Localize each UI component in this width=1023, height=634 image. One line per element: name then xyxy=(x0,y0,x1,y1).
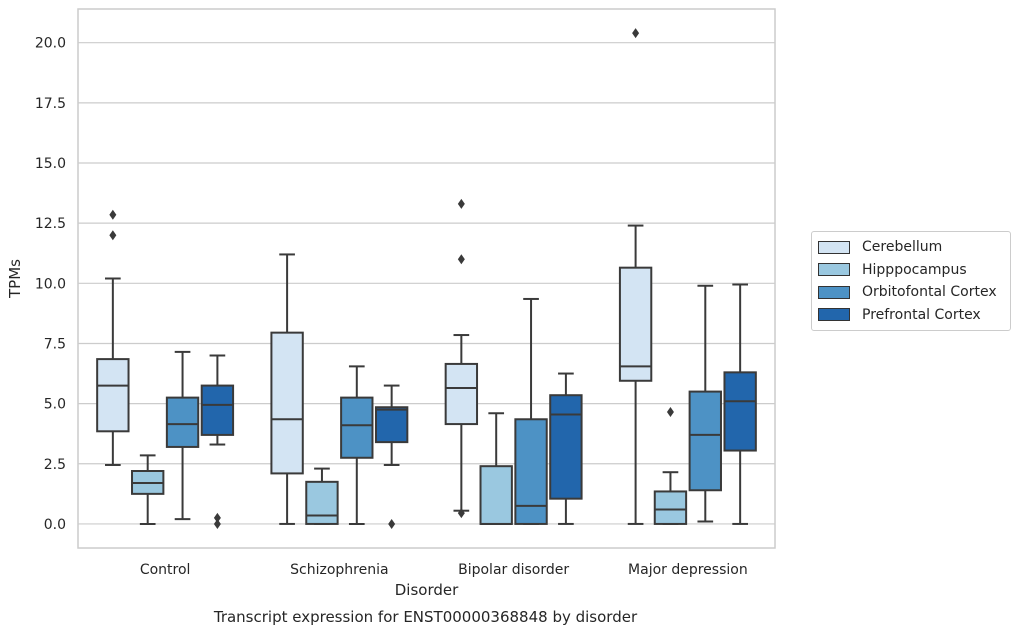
box-hipppocampus-major-depression xyxy=(653,407,688,525)
box-prefrontal-cortex-control xyxy=(200,354,235,529)
box-body xyxy=(618,266,653,382)
x-tick-label: Schizophrenia xyxy=(290,562,388,578)
y-tick-label: 12.5 xyxy=(35,216,66,232)
y-axis-ticks: 0.0 2.5 5.0 7.5 10.0 12.5 15.0 17.5 20.0 xyxy=(35,36,66,533)
legend-swatch-prefrontal-cortex xyxy=(818,308,850,322)
box-body xyxy=(549,394,583,500)
box-cerebellum-bipolar-disorder xyxy=(444,198,479,519)
legend-item-hippocampus: Hipppocampus xyxy=(818,259,1004,282)
box-cerebellum-schizophrenia xyxy=(270,253,304,525)
legend: Cerebellum Hipppocampus Orbitofontal Cor… xyxy=(811,231,1011,331)
box-hipppocampus-schizophrenia xyxy=(305,467,339,525)
outlier-point xyxy=(109,209,117,220)
box-hipppocampus-bipolar-disorder xyxy=(479,412,513,525)
legend-item-cerebellum: Cerebellum xyxy=(818,236,1004,259)
legend-swatch-hippocampus xyxy=(818,263,850,277)
x-axis-label: Disorder xyxy=(395,581,459,599)
box-prefrontal-cortex-schizophrenia xyxy=(374,384,409,529)
box-hipppocampus-control xyxy=(131,454,165,525)
outlier-point xyxy=(213,518,221,529)
legend-label-prefrontal-cortex: Prefrontal Cortex xyxy=(862,306,981,323)
box-body xyxy=(723,371,757,452)
box-cerebellum-control xyxy=(96,209,130,466)
outlier-point xyxy=(109,230,117,241)
y-axis-label: TPMs xyxy=(6,259,24,299)
box-body xyxy=(444,362,479,426)
box-prefrontal-cortex-bipolar-disorder xyxy=(549,372,583,525)
box-orbitofontal-cortex-major-depression xyxy=(688,284,722,523)
box-body xyxy=(270,331,304,475)
box-body xyxy=(514,418,548,525)
box-body xyxy=(479,465,513,525)
y-tick-label: 20.0 xyxy=(35,36,66,52)
legend-label-cerebellum: Cerebellum xyxy=(862,239,943,256)
box-orbitofontal-cortex-schizophrenia xyxy=(340,365,374,525)
outlier-point xyxy=(666,407,674,418)
box-cerebellum-major-depression xyxy=(618,28,653,525)
outlier-point xyxy=(457,254,465,265)
legend-swatch-cerebellum xyxy=(818,240,850,254)
x-tick-label: Major depression xyxy=(628,562,748,578)
x-tick-label: Control xyxy=(140,562,191,578)
outlier-point xyxy=(632,28,640,39)
chart-title: Transcript expression for ENST0000036884… xyxy=(213,608,638,626)
y-tick-label: 0.0 xyxy=(44,517,66,533)
box-body xyxy=(688,390,722,492)
outlier-point xyxy=(213,512,221,523)
legend-label-orbitofrontal-cortex: Orbitofontal Cortex xyxy=(862,284,997,301)
boxes xyxy=(96,28,757,529)
y-tick-label: 15.0 xyxy=(35,156,66,172)
box-orbitofontal-cortex-bipolar-disorder xyxy=(514,297,548,525)
box-prefrontal-cortex-major-depression xyxy=(723,283,757,525)
legend-item-orbitofrontal-cortex: Orbitofontal Cortex xyxy=(818,281,1004,304)
box-body xyxy=(374,406,409,444)
outlier-point xyxy=(388,518,396,529)
legend-swatch-orbitofrontal-cortex xyxy=(818,285,850,299)
y-tick-label: 5.0 xyxy=(44,397,66,413)
box-body xyxy=(200,384,235,436)
outlier-point xyxy=(457,508,465,519)
y-tick-label: 7.5 xyxy=(44,336,66,352)
plot-area-frame xyxy=(77,8,776,549)
x-tick-label: Bipolar disorder xyxy=(458,562,569,578)
y-tick-label: 10.0 xyxy=(35,276,66,292)
legend-label-hippocampus: Hipppocampus xyxy=(862,261,967,278)
legend-item-prefrontal-cortex: Prefrontal Cortex xyxy=(818,304,1004,327)
outlier-point xyxy=(457,198,465,209)
box-body xyxy=(653,490,688,525)
box-body xyxy=(96,358,130,433)
box-body xyxy=(165,396,200,448)
x-axis-ticks: Control Schizophrenia Bipolar disorder Majo… xyxy=(140,562,748,578)
box-body xyxy=(340,396,374,459)
box-orbitofontal-cortex-control xyxy=(165,350,200,521)
y-tick-label: 17.5 xyxy=(35,96,66,112)
y-tick-label: 2.5 xyxy=(44,457,66,473)
box-body xyxy=(305,480,339,525)
